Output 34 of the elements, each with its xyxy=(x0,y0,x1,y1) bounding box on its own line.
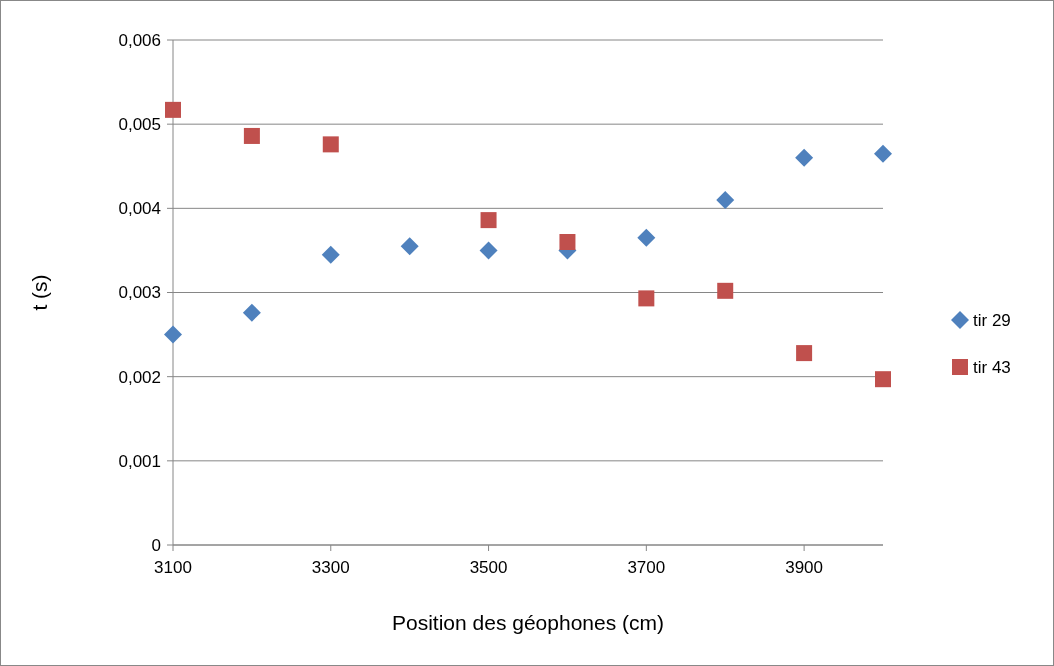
x-tick-label: 3300 xyxy=(311,558,350,577)
y-tick-label: 0 xyxy=(151,535,161,555)
point xyxy=(400,237,419,256)
point xyxy=(242,303,261,322)
y-tick-label: 0,004 xyxy=(118,199,161,219)
x-tick-label: 3900 xyxy=(785,558,824,577)
point xyxy=(875,371,891,388)
point xyxy=(165,101,181,118)
point xyxy=(479,241,498,260)
x-tick-label: 3700 xyxy=(627,558,666,577)
point xyxy=(795,148,814,167)
point xyxy=(322,136,339,153)
point xyxy=(638,290,655,307)
point xyxy=(559,234,576,250)
point xyxy=(243,127,260,144)
y-tick-label: 0,006 xyxy=(118,30,161,50)
point xyxy=(164,325,182,344)
legend-label: tir 43 xyxy=(973,357,1011,377)
x-axis-title: Position des géophones (cm) xyxy=(392,611,664,634)
legend-label: tir 29 xyxy=(973,310,1011,330)
y-tick-label: 0,001 xyxy=(118,451,161,471)
x-tick-label: 3100 xyxy=(154,558,192,577)
point xyxy=(321,245,340,264)
y-axis-title: t (s) xyxy=(28,274,51,311)
point xyxy=(480,212,497,229)
y-tick-label: 0,003 xyxy=(118,283,161,303)
point xyxy=(796,345,813,362)
point xyxy=(717,282,734,299)
x-tick-label: 3500 xyxy=(469,558,508,577)
y-tick-label: 0,005 xyxy=(118,115,161,135)
point xyxy=(874,144,892,163)
point xyxy=(637,228,656,247)
point xyxy=(716,190,735,209)
y-tick-label: 0,002 xyxy=(118,367,161,387)
